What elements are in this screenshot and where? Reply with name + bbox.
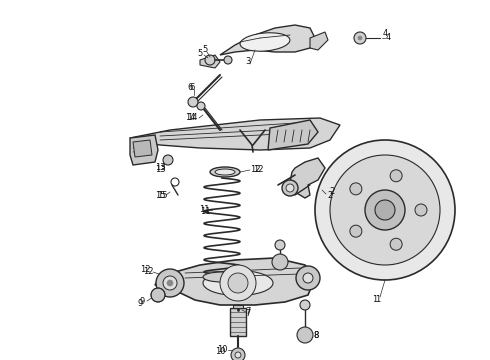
Text: 13: 13 bbox=[155, 166, 165, 175]
Text: 2: 2 bbox=[329, 188, 335, 197]
Circle shape bbox=[296, 266, 320, 290]
Text: 8: 8 bbox=[313, 332, 318, 341]
Polygon shape bbox=[230, 308, 246, 336]
Ellipse shape bbox=[210, 167, 240, 177]
Circle shape bbox=[282, 180, 298, 196]
Text: 6: 6 bbox=[189, 82, 195, 91]
Text: 13: 13 bbox=[155, 163, 165, 172]
Polygon shape bbox=[200, 55, 220, 68]
Circle shape bbox=[220, 265, 256, 301]
Text: 15: 15 bbox=[157, 192, 167, 201]
Ellipse shape bbox=[224, 56, 232, 64]
Polygon shape bbox=[155, 258, 315, 305]
Circle shape bbox=[197, 102, 205, 110]
Text: 12: 12 bbox=[250, 166, 260, 175]
Circle shape bbox=[163, 276, 177, 290]
Polygon shape bbox=[220, 25, 315, 55]
Text: 8: 8 bbox=[313, 330, 318, 339]
Polygon shape bbox=[290, 158, 325, 198]
Circle shape bbox=[303, 273, 313, 283]
Text: 1: 1 bbox=[375, 296, 381, 305]
Text: 12: 12 bbox=[140, 266, 150, 274]
Text: 11: 11 bbox=[199, 206, 209, 215]
Circle shape bbox=[375, 200, 395, 220]
Text: 7: 7 bbox=[245, 310, 251, 319]
Text: 12: 12 bbox=[253, 166, 263, 175]
Circle shape bbox=[286, 184, 294, 192]
Text: 15: 15 bbox=[155, 192, 165, 201]
Text: 9: 9 bbox=[139, 297, 145, 306]
Text: 2: 2 bbox=[327, 190, 333, 199]
Text: 9: 9 bbox=[137, 298, 143, 307]
Polygon shape bbox=[130, 135, 158, 165]
Circle shape bbox=[358, 36, 362, 40]
Polygon shape bbox=[233, 305, 243, 308]
Circle shape bbox=[315, 140, 455, 280]
Text: 10: 10 bbox=[215, 347, 225, 356]
Circle shape bbox=[330, 155, 440, 265]
Circle shape bbox=[365, 190, 405, 230]
Circle shape bbox=[151, 288, 165, 302]
Text: 14: 14 bbox=[187, 113, 197, 122]
Ellipse shape bbox=[240, 33, 290, 51]
Text: 6: 6 bbox=[187, 84, 193, 93]
Circle shape bbox=[163, 155, 173, 165]
Circle shape bbox=[235, 352, 241, 358]
Text: 4: 4 bbox=[385, 33, 391, 42]
Text: 4: 4 bbox=[382, 28, 388, 37]
Circle shape bbox=[350, 183, 362, 195]
Text: 11: 11 bbox=[200, 207, 210, 216]
Circle shape bbox=[275, 240, 285, 250]
Text: 3: 3 bbox=[245, 58, 251, 67]
Circle shape bbox=[231, 348, 245, 360]
Polygon shape bbox=[268, 120, 318, 150]
Circle shape bbox=[390, 170, 402, 182]
Circle shape bbox=[188, 97, 198, 107]
Ellipse shape bbox=[215, 169, 235, 175]
Circle shape bbox=[300, 300, 310, 310]
Text: 14: 14 bbox=[185, 113, 195, 122]
Text: 12: 12 bbox=[143, 267, 153, 276]
Circle shape bbox=[297, 327, 313, 343]
Circle shape bbox=[228, 273, 248, 293]
Text: 5: 5 bbox=[197, 49, 203, 58]
Text: 10: 10 bbox=[217, 346, 227, 355]
Circle shape bbox=[205, 55, 215, 65]
Text: 5: 5 bbox=[202, 45, 208, 54]
Polygon shape bbox=[133, 140, 152, 157]
Ellipse shape bbox=[203, 270, 273, 296]
Polygon shape bbox=[310, 32, 328, 50]
Circle shape bbox=[156, 269, 184, 297]
Text: 1: 1 bbox=[372, 296, 378, 305]
Circle shape bbox=[354, 32, 366, 44]
Ellipse shape bbox=[203, 272, 241, 282]
Circle shape bbox=[167, 280, 173, 286]
Circle shape bbox=[415, 204, 427, 216]
Text: 7: 7 bbox=[245, 307, 251, 316]
Circle shape bbox=[350, 225, 362, 237]
Polygon shape bbox=[130, 118, 340, 150]
Circle shape bbox=[272, 254, 288, 270]
Circle shape bbox=[390, 238, 402, 250]
